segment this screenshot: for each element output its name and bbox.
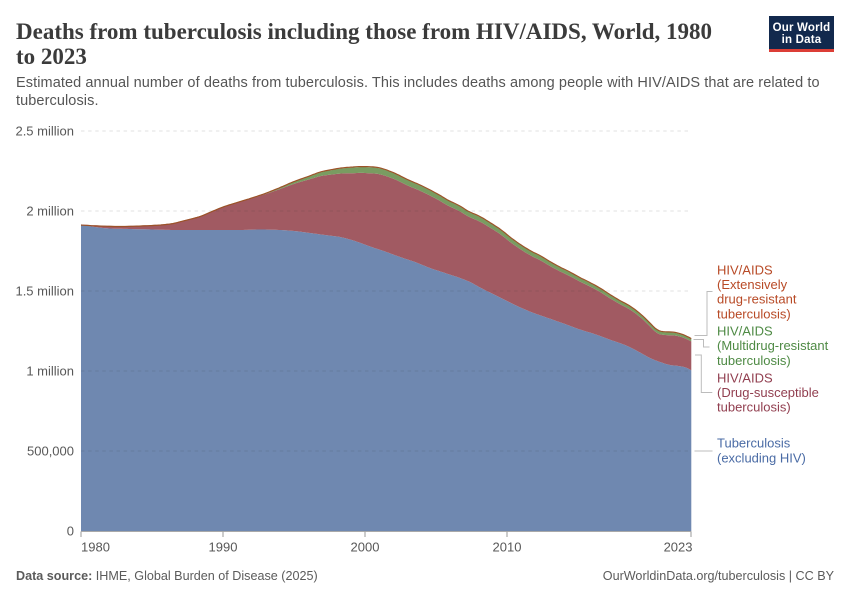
svg-text:2000: 2000 — [351, 540, 380, 555]
svg-text:2023: 2023 — [664, 540, 693, 555]
svg-text:HIV/AIDS: HIV/AIDS — [717, 263, 773, 278]
svg-text:drug-resistant: drug-resistant — [717, 292, 797, 307]
svg-text:1990: 1990 — [209, 540, 238, 555]
svg-text:2 million: 2 million — [26, 204, 74, 219]
svg-text:(Drug-susceptible: (Drug-susceptible — [717, 385, 819, 400]
svg-text:0: 0 — [67, 524, 74, 539]
svg-text:1 million: 1 million — [26, 364, 74, 379]
svg-text:1980: 1980 — [81, 540, 110, 555]
svg-text:tuberculosis): tuberculosis) — [717, 353, 791, 368]
svg-text:500,000: 500,000 — [27, 444, 74, 459]
svg-text:2.5 million: 2.5 million — [15, 124, 74, 139]
svg-text:HIV/AIDS: HIV/AIDS — [717, 324, 773, 339]
svg-text:Tuberculosis: Tuberculosis — [717, 436, 791, 451]
svg-text:1.5 million: 1.5 million — [15, 284, 74, 299]
svg-text:tuberculosis): tuberculosis) — [717, 400, 791, 415]
svg-text:(Extensively: (Extensively — [717, 277, 788, 292]
svg-text:2010: 2010 — [493, 540, 522, 555]
svg-text:tuberculosis): tuberculosis) — [717, 306, 791, 321]
svg-text:(Multidrug-resistant: (Multidrug-resistant — [717, 338, 829, 353]
svg-text:HIV/AIDS: HIV/AIDS — [717, 370, 773, 385]
svg-text:(excluding HIV): (excluding HIV) — [717, 450, 806, 465]
